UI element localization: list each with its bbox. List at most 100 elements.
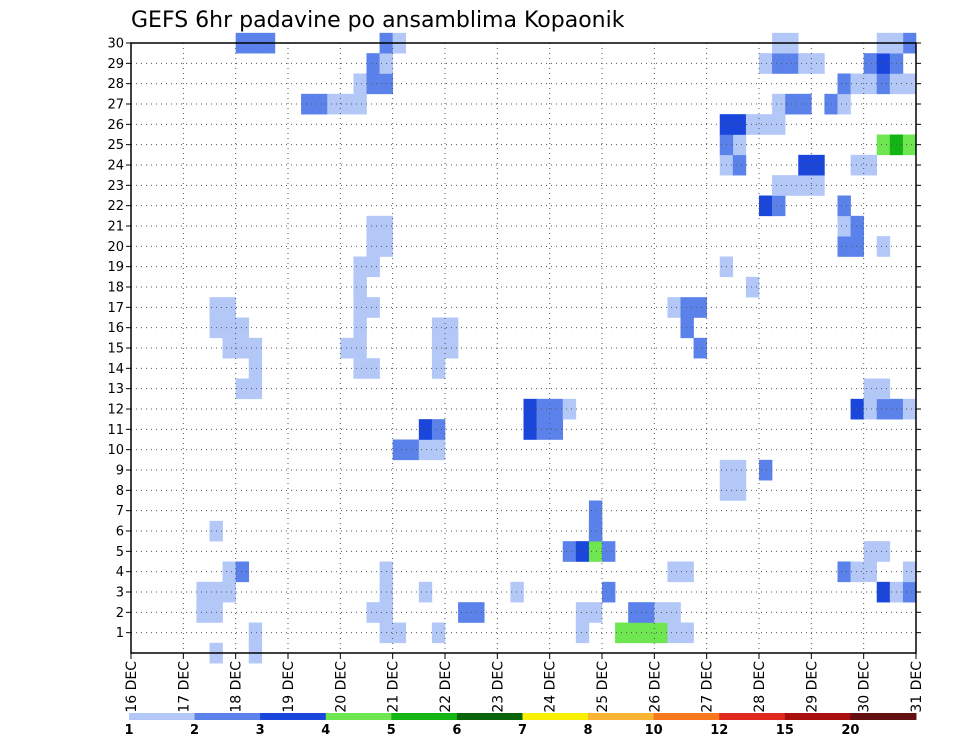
precip-cell — [863, 378, 878, 400]
precip-cell — [850, 215, 864, 237]
precip-cell — [680, 297, 694, 318]
precip-cell — [902, 398, 917, 420]
precip-cell — [353, 256, 367, 278]
precip-cell — [536, 398, 550, 420]
precip-cell — [628, 602, 642, 623]
precip-cell — [759, 53, 773, 74]
precip-cell — [235, 337, 250, 359]
legend-swatch — [522, 713, 589, 720]
precip-cell — [575, 622, 590, 644]
y-tick-label: 6 — [116, 525, 124, 540]
y-tick-label: 8 — [116, 484, 124, 499]
y-tick-label: 19 — [107, 260, 124, 275]
legend-swatch — [850, 713, 917, 720]
precip-cell — [431, 317, 446, 339]
precip-cell — [759, 195, 773, 217]
precip-cell — [876, 134, 891, 156]
legend-label: 20 — [841, 723, 859, 738]
precip-cell — [235, 378, 250, 400]
precip-cell — [366, 215, 380, 237]
y-tick-label: 16 — [107, 321, 124, 336]
x-tick-label: 23 DEC — [490, 661, 506, 713]
precip-cell — [222, 317, 236, 339]
x-tick-label: 25 DEC — [595, 661, 611, 713]
y-tick-label: 17 — [107, 301, 124, 316]
legend-label: 7 — [518, 723, 527, 738]
precip-cell — [575, 541, 590, 562]
precip-cell — [366, 73, 380, 95]
y-tick-label: 10 — [107, 443, 124, 458]
legend-swatch — [719, 713, 786, 720]
precip-cell — [745, 114, 760, 135]
precip-cell — [353, 276, 367, 298]
precip-cell — [811, 53, 825, 74]
precip-cell — [392, 622, 407, 644]
legend-swatch — [456, 713, 523, 720]
precip-cell — [902, 73, 917, 95]
precip-cell — [680, 317, 694, 339]
legend-swatch — [784, 713, 851, 720]
precip-cell — [811, 175, 825, 196]
precip-cell — [902, 581, 917, 603]
y-tick-label: 13 — [107, 382, 124, 397]
precip-cell — [248, 358, 263, 379]
precip-cell — [680, 561, 694, 583]
precip-cell — [863, 73, 878, 95]
precip-cell — [732, 459, 747, 481]
x-tick-label: 27 DEC — [700, 661, 716, 713]
precip-cell — [431, 337, 446, 359]
legend-label: 6 — [452, 723, 461, 738]
precip-cell — [366, 358, 380, 379]
precip-cell — [458, 602, 472, 623]
precip-cell — [863, 541, 878, 562]
precip-cell — [353, 358, 367, 379]
legend-label: 4 — [321, 723, 330, 738]
precip-cell — [602, 541, 616, 562]
legend-label: 8 — [584, 723, 593, 738]
precip-cell — [588, 520, 603, 542]
precip-cell — [772, 53, 786, 74]
precip-cell — [732, 134, 747, 156]
precip-cell — [863, 561, 878, 583]
legend-label: 10 — [645, 723, 663, 738]
precip-cell — [876, 581, 891, 603]
precip-cell — [667, 561, 681, 583]
y-tick-label: 4 — [116, 565, 124, 580]
precip-cell — [798, 154, 812, 176]
precip-cell — [222, 337, 236, 359]
precip-cell — [418, 439, 433, 461]
precip-cell — [641, 602, 655, 623]
precip-cell — [222, 561, 236, 583]
precip-cell — [222, 581, 236, 603]
precip-cell — [759, 459, 773, 481]
precip-cell — [602, 581, 616, 603]
x-tick-label: 28 DEC — [752, 661, 768, 713]
y-tick-label: 3 — [116, 586, 124, 601]
precip-cell — [850, 154, 864, 176]
precip-cell — [863, 53, 878, 74]
precip-cell — [588, 500, 603, 522]
y-tick-label: 1 — [116, 626, 124, 641]
y-tick-label: 24 — [107, 159, 124, 174]
precip-cell — [366, 53, 380, 74]
precip-cell — [772, 93, 786, 115]
x-tick-label: 29 DEC — [804, 661, 820, 713]
precip-cell — [850, 398, 864, 420]
precip-cell — [523, 398, 537, 420]
precip-cell — [837, 236, 851, 257]
precip-cell — [745, 276, 760, 298]
precip-cell — [353, 317, 367, 339]
precip-cell — [431, 622, 446, 644]
y-tick-label: 28 — [107, 77, 124, 92]
precipitation-cells — [196, 32, 917, 664]
legend-label: 3 — [256, 723, 265, 738]
precip-cell — [418, 419, 433, 440]
precip-cell — [876, 236, 891, 257]
x-tick-label: 21 DEC — [386, 661, 402, 713]
precip-cell — [366, 297, 380, 318]
y-tick-label: 5 — [116, 545, 124, 560]
precip-cell — [876, 398, 891, 420]
y-tick-label: 22 — [107, 199, 124, 214]
precip-cell — [772, 175, 786, 196]
